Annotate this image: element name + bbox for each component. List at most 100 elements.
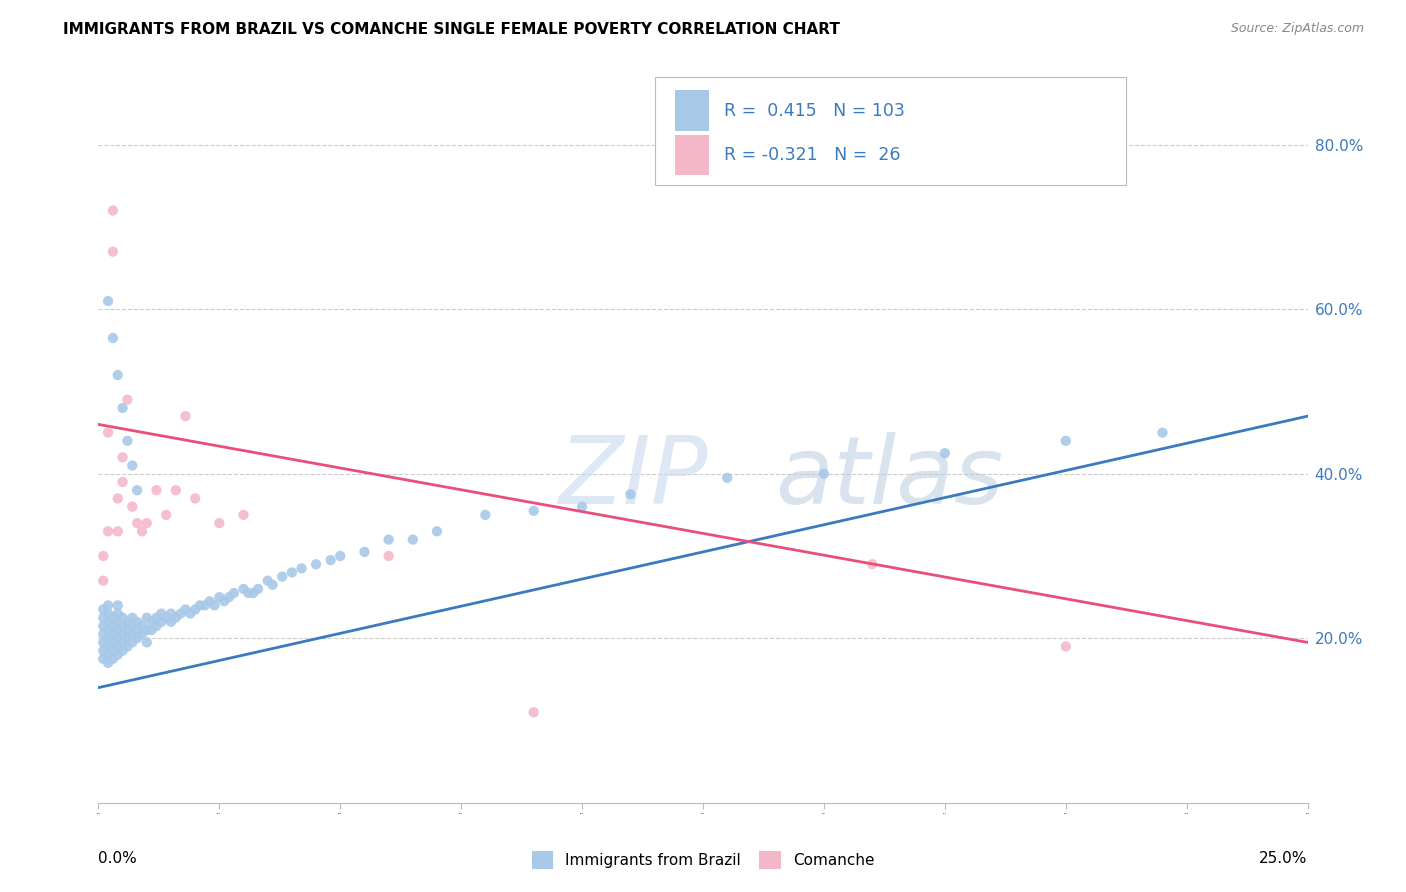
Point bbox=[135, 516, 157, 530]
Point bbox=[91, 602, 114, 616]
Text: R = -0.321   N =  26: R = -0.321 N = 26 bbox=[724, 146, 900, 164]
Point bbox=[111, 450, 134, 465]
Point bbox=[97, 648, 120, 662]
Point bbox=[111, 475, 134, 489]
Point bbox=[319, 553, 342, 567]
Point bbox=[107, 615, 129, 629]
Point bbox=[127, 623, 149, 637]
Point bbox=[111, 643, 134, 657]
Point bbox=[238, 586, 260, 600]
Point bbox=[179, 607, 201, 621]
Point bbox=[107, 640, 129, 654]
Point bbox=[135, 610, 157, 624]
Point bbox=[131, 524, 153, 539]
Point bbox=[145, 483, 167, 498]
Point bbox=[204, 599, 226, 613]
Point bbox=[523, 504, 546, 518]
Point bbox=[107, 599, 129, 613]
Point bbox=[135, 623, 157, 637]
Point bbox=[165, 483, 187, 498]
Point bbox=[184, 602, 207, 616]
Point bbox=[135, 635, 157, 649]
Point bbox=[290, 561, 312, 575]
Point bbox=[107, 632, 129, 646]
Point bbox=[107, 623, 129, 637]
Point bbox=[145, 619, 167, 633]
Point bbox=[165, 610, 187, 624]
Point bbox=[194, 599, 217, 613]
Point bbox=[222, 586, 245, 600]
Point bbox=[141, 623, 163, 637]
Point bbox=[91, 619, 114, 633]
Point bbox=[121, 619, 143, 633]
Point bbox=[174, 409, 197, 424]
Point bbox=[247, 582, 270, 596]
Point bbox=[716, 471, 738, 485]
Point bbox=[232, 582, 254, 596]
Point bbox=[121, 635, 143, 649]
Point bbox=[160, 607, 183, 621]
Point bbox=[256, 574, 278, 588]
Legend: Immigrants from Brazil, Comanche: Immigrants from Brazil, Comanche bbox=[524, 844, 882, 877]
Point bbox=[242, 586, 264, 600]
Point bbox=[107, 524, 129, 539]
Point bbox=[111, 627, 134, 641]
Point bbox=[127, 615, 149, 629]
Point bbox=[101, 331, 124, 345]
Point bbox=[107, 607, 129, 621]
Point bbox=[571, 500, 593, 514]
Point bbox=[271, 569, 294, 583]
Point bbox=[91, 610, 114, 624]
Text: IMMIGRANTS FROM BRAZIL VS COMANCHE SINGLE FEMALE POVERTY CORRELATION CHART: IMMIGRANTS FROM BRAZIL VS COMANCHE SINGL… bbox=[63, 22, 841, 37]
Point bbox=[208, 590, 231, 604]
Point bbox=[127, 632, 149, 646]
Point bbox=[218, 590, 240, 604]
Point bbox=[117, 434, 139, 448]
Point bbox=[101, 203, 124, 218]
Point bbox=[91, 635, 114, 649]
FancyBboxPatch shape bbox=[655, 78, 1126, 185]
Point bbox=[111, 619, 134, 633]
Point bbox=[121, 458, 143, 473]
Point bbox=[97, 293, 120, 308]
Point bbox=[97, 615, 120, 629]
Point bbox=[619, 487, 641, 501]
Point bbox=[860, 558, 883, 572]
Point bbox=[101, 652, 124, 666]
Point bbox=[155, 508, 177, 522]
Point bbox=[402, 533, 425, 547]
Point bbox=[97, 656, 120, 670]
Point bbox=[150, 615, 173, 629]
Point bbox=[97, 524, 120, 539]
Point bbox=[145, 610, 167, 624]
Point bbox=[474, 508, 496, 522]
Point bbox=[97, 632, 120, 646]
Point bbox=[281, 566, 304, 580]
Point bbox=[97, 623, 120, 637]
Text: ZIP: ZIP bbox=[558, 432, 707, 523]
Point bbox=[1054, 640, 1077, 654]
FancyBboxPatch shape bbox=[675, 135, 709, 176]
Text: atlas: atlas bbox=[776, 432, 1004, 523]
Point bbox=[377, 533, 399, 547]
Text: 25.0%: 25.0% bbox=[1260, 851, 1308, 866]
Point bbox=[97, 425, 120, 440]
FancyBboxPatch shape bbox=[675, 90, 709, 131]
Point bbox=[107, 648, 129, 662]
Point bbox=[91, 652, 114, 666]
Point bbox=[97, 607, 120, 621]
Point bbox=[121, 500, 143, 514]
Point bbox=[117, 392, 139, 407]
Point bbox=[188, 599, 211, 613]
Point bbox=[107, 368, 129, 382]
Point bbox=[160, 615, 183, 629]
Point bbox=[1054, 434, 1077, 448]
Point bbox=[1152, 425, 1174, 440]
Point bbox=[127, 483, 149, 498]
Point bbox=[101, 627, 124, 641]
Point bbox=[353, 545, 375, 559]
Point bbox=[329, 549, 352, 563]
Point bbox=[117, 640, 139, 654]
Point bbox=[111, 401, 134, 415]
Point bbox=[117, 615, 139, 629]
